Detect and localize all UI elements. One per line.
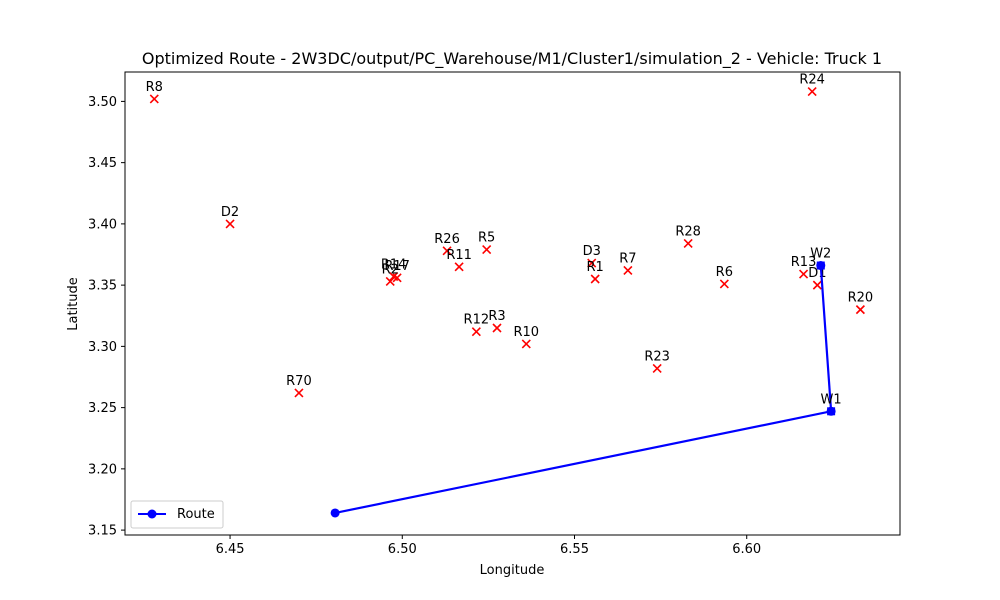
y-tick-label: 3.35	[88, 279, 117, 294]
x-tick-label: 6.50	[388, 542, 417, 557]
point-label: R28	[675, 224, 701, 239]
y-tick-label: 3.50	[88, 95, 117, 110]
point-marker	[807, 87, 817, 97]
point-marker	[623, 265, 633, 275]
point-marker	[590, 274, 600, 284]
y-axis: 3.15 3.20 3.25 3.30 3.35 3.40 3.45 3.50	[88, 95, 125, 539]
point-marker	[855, 305, 865, 315]
point-marker	[454, 262, 464, 272]
y-tick-label: 3.40	[88, 217, 117, 232]
point-label: D2	[221, 205, 239, 220]
y-axis-title: Latitude	[66, 277, 81, 331]
point-label: R12	[464, 313, 490, 328]
legend: Route	[130, 500, 224, 529]
point-marker	[652, 363, 662, 373]
x-tick-label: 6.60	[732, 542, 761, 557]
point-marker	[442, 246, 452, 256]
point-marker	[471, 327, 481, 337]
x-tick-label: 6.45	[216, 542, 245, 557]
point-marker	[149, 94, 159, 104]
warehouse-label: W1	[821, 392, 842, 407]
plot-frame	[124, 71, 901, 536]
point-label: R14	[381, 258, 407, 273]
point-label: R23	[644, 349, 670, 364]
chart-title: Optimized Route - 2W3DC/output/PC_Wareho…	[142, 49, 882, 69]
point-label: R13	[791, 255, 817, 270]
route-point	[330, 508, 340, 518]
point-marker	[492, 323, 502, 333]
point-label: R7	[619, 251, 636, 266]
point-marker	[798, 269, 809, 279]
point-label: R3	[488, 309, 505, 324]
warehouse-label: W2	[810, 247, 831, 262]
point-label: R1	[587, 260, 604, 275]
x-axis-title: Longitude	[480, 563, 545, 578]
y-tick-label: 3.45	[88, 156, 117, 171]
point-label: D3	[583, 244, 601, 259]
point-label: R24	[799, 73, 825, 88]
point-label: R10	[513, 325, 539, 340]
point-marker	[385, 276, 395, 287]
legend-route-marker	[147, 509, 157, 519]
point-marker	[683, 238, 693, 249]
point-label: R8	[146, 80, 163, 95]
warehouse-marker	[827, 407, 836, 416]
point-label: R6	[716, 265, 733, 280]
point-marker	[294, 388, 304, 398]
point-label: R26	[434, 232, 460, 247]
point-marker	[392, 273, 402, 283]
y-tick-label: 3.25	[88, 401, 117, 416]
legend-route-label: Route	[177, 507, 215, 522]
point-label: R5	[478, 231, 495, 246]
point-label: R20	[848, 291, 874, 306]
y-tick-label: 3.20	[88, 462, 117, 477]
point-marker	[482, 245, 492, 255]
point-label: R2	[382, 262, 399, 277]
legend-box	[130, 500, 224, 529]
point-label: R17	[384, 259, 410, 274]
y-tick-label: 3.15	[88, 524, 117, 539]
point-label: R11	[446, 248, 472, 263]
x-tick-label: 6.55	[560, 542, 589, 557]
point-marker	[521, 339, 531, 349]
point-marker	[225, 219, 235, 229]
route-line	[334, 265, 833, 515]
y-tick-label: 3.30	[88, 340, 117, 355]
point-marker	[587, 258, 597, 268]
warehouse-marker	[816, 261, 825, 270]
point-marker	[719, 279, 729, 289]
x-axis: 6.45 6.50 6.55 6.60	[216, 535, 761, 557]
point-marker	[812, 280, 822, 290]
point-label: R70	[286, 374, 312, 389]
